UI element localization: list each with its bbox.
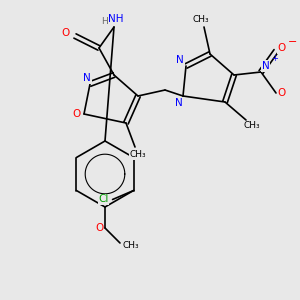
Text: CH₃: CH₃ — [130, 150, 146, 159]
Text: NH: NH — [108, 14, 123, 25]
Text: +: + — [271, 54, 278, 63]
Text: H: H — [102, 16, 108, 26]
Text: O: O — [278, 88, 286, 98]
Text: Cl: Cl — [98, 194, 109, 205]
Text: CH₃: CH₃ — [122, 242, 139, 250]
Text: CH₃: CH₃ — [193, 15, 209, 24]
Text: O: O — [95, 223, 103, 233]
Text: O: O — [278, 43, 286, 53]
Text: N: N — [262, 61, 269, 71]
Text: −: − — [288, 37, 297, 47]
Text: O: O — [62, 28, 70, 38]
Text: CH₃: CH₃ — [244, 122, 260, 130]
Text: O: O — [72, 109, 81, 119]
Text: N: N — [175, 98, 182, 109]
Text: N: N — [176, 55, 184, 65]
Text: N: N — [83, 73, 91, 83]
